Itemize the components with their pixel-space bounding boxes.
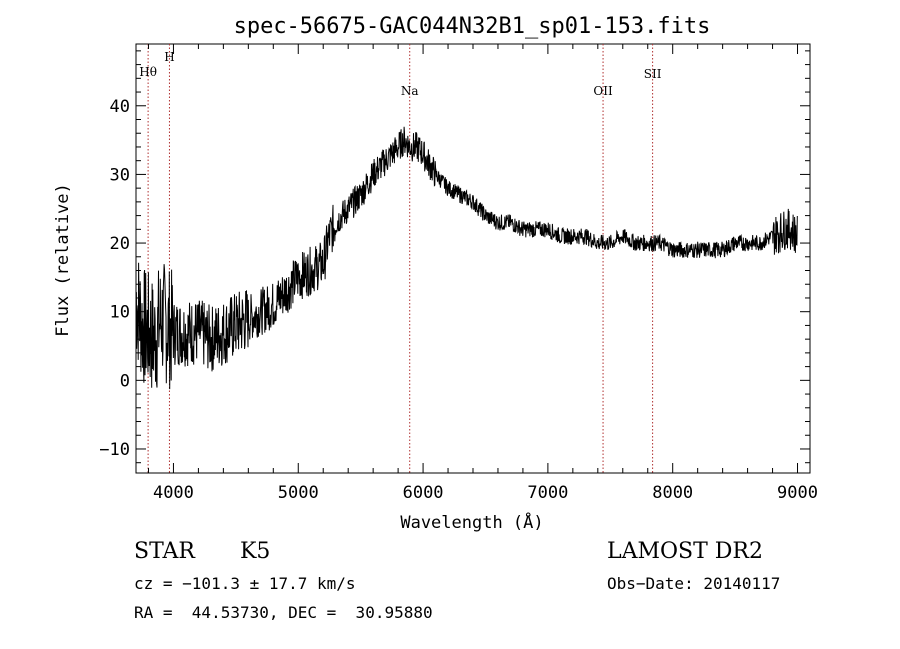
y-tick-label: −10 (99, 440, 130, 460)
y-tick-label: 30 (110, 165, 130, 185)
survey-release: LAMOST DR2 (607, 539, 763, 564)
line-marker-label: Na (401, 84, 419, 98)
chart-title: spec-56675-GAC044N32B1_sp01-153.fits (234, 14, 711, 39)
obs-date-text: Obs−Date: 20140117 (607, 574, 781, 593)
spectrum-series-line (135, 126, 798, 390)
x-tick-label: 7000 (527, 483, 568, 503)
x-tick-label: 9000 (777, 483, 818, 503)
line-marker-label: SII (644, 67, 662, 81)
line-marker-label: OII (593, 84, 613, 98)
coordinates-text: RA = 44.53730, DEC = 30.95880 (134, 603, 433, 622)
y-tick-label: 10 (110, 303, 130, 323)
x-axis-label: Wavelength (Å) (400, 511, 543, 533)
y-tick-label: 20 (110, 234, 130, 254)
y-tick-label: 0 (120, 371, 130, 391)
plot-frame (135, 43, 811, 474)
x-tick-label: 5000 (278, 483, 319, 503)
tick-layer: 4000 5000 6000 7000 8000 9000 −10 0 10 20 30 40 (99, 44, 818, 503)
x-tick-label: 6000 (403, 483, 444, 503)
y-tick-label: 40 (110, 97, 130, 117)
series-layer (135, 126, 798, 390)
x-tick-label: 4000 (153, 483, 194, 503)
redshift-text: cz = −101.3 ± 17.7 km/s (134, 574, 356, 593)
object-subclass: K5 (240, 539, 271, 564)
x-tick-label: 8000 (652, 483, 693, 503)
line-marker-label: Hθ (139, 65, 157, 79)
line-marker-layer: Hθ H Na OII SII (139, 44, 662, 473)
line-marker-label: H (164, 50, 174, 64)
y-axis-label: Flux (relative) (53, 183, 73, 337)
object-class: STAR (134, 539, 195, 564)
